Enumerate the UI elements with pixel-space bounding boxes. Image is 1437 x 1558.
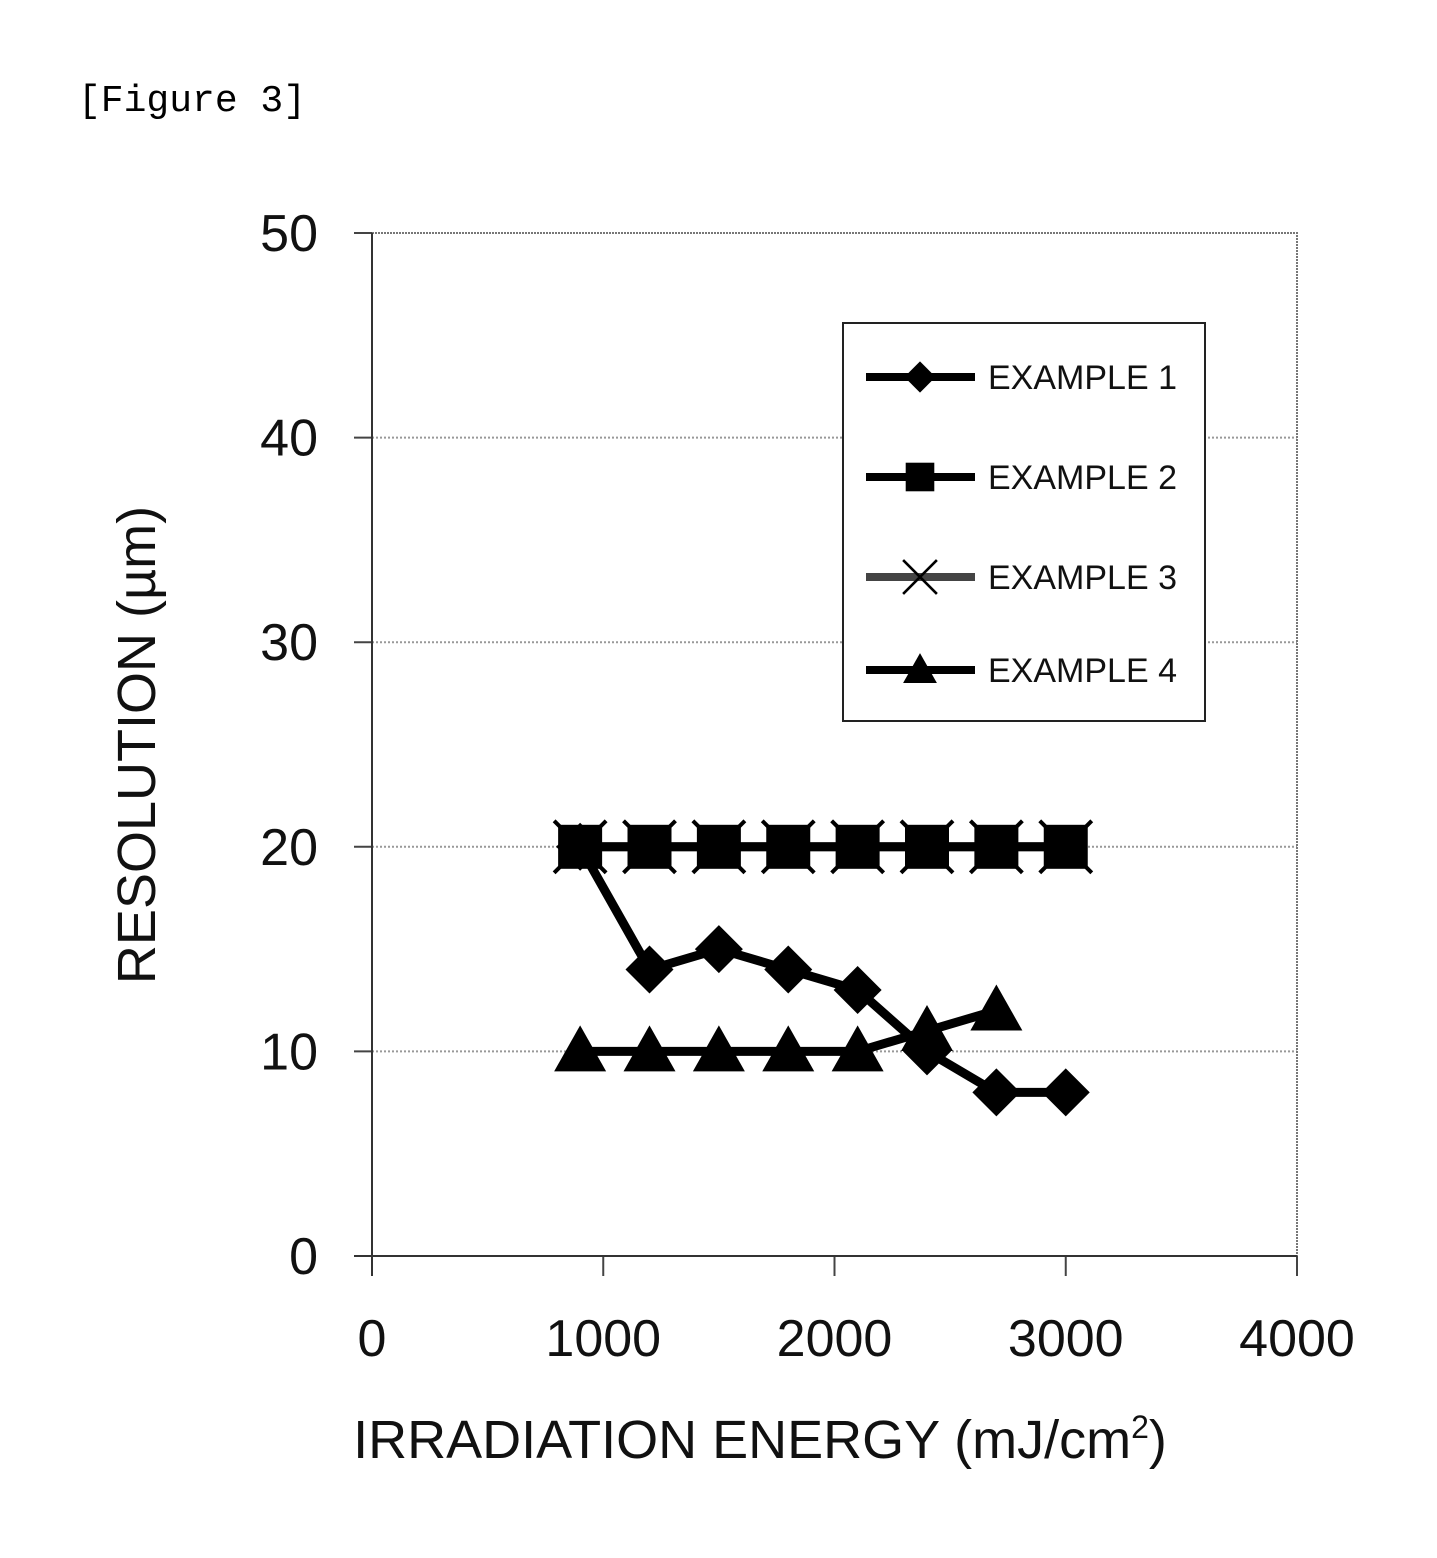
data-point-diamond (556, 822, 605, 871)
series-example-1 (556, 822, 1090, 1117)
y-tick-label: 10 (260, 1023, 318, 1081)
data-point-square (696, 824, 741, 869)
data-point-square (627, 824, 672, 869)
x-axis-title-close: ) (1149, 1410, 1167, 1470)
data-point-triangle (554, 1025, 607, 1072)
data-point-square (766, 824, 811, 869)
legend-marker-x (902, 559, 938, 595)
x-tick-label: 1000 (545, 1310, 661, 1368)
data-point-diamond (625, 945, 674, 994)
series-example-4 (554, 984, 1023, 1072)
y-tick-label: 20 (260, 819, 318, 877)
x-tick-label: 3000 (1008, 1310, 1124, 1368)
legend-label: EXAMPLE 3 (988, 559, 1177, 597)
data-point-triangle (970, 984, 1023, 1031)
data-point-diamond (972, 1068, 1021, 1117)
legend-label: EXAMPLE 4 (988, 652, 1177, 690)
data-point-square (905, 824, 949, 869)
data-point-triangle (831, 1025, 884, 1072)
legend-item: EXAMPLE 4 (866, 652, 1177, 690)
data-point-triangle (692, 1025, 745, 1072)
data-point-triangle (762, 1025, 815, 1072)
tick-labels: 0 10 20 30 40 50 0 1000 2000 3000 4000 (260, 205, 1355, 1368)
data-point-diamond (903, 1027, 951, 1076)
data-point-square (1043, 824, 1088, 869)
legend-label: EXAMPLE 1 (988, 359, 1177, 397)
legend-marker-square (905, 462, 935, 492)
legend-marker-triangle (903, 653, 937, 683)
legend-item: EXAMPLE 1 (866, 359, 1177, 397)
data-point-diamond (764, 945, 813, 994)
legend-marker-diamond (904, 361, 936, 393)
y-tick-label: 50 (260, 205, 318, 263)
x-axis-title: IRRADIATION ENERGY (mJ/cm2) (353, 1409, 1167, 1470)
figure-label: [Figure 3] (78, 80, 307, 123)
y-tick-label: 0 (289, 1228, 318, 1286)
x-axis-title-main: IRRADIATION ENERGY (mJ/cm (353, 1410, 1131, 1470)
y-tick-label: 40 (260, 410, 318, 468)
y-axis-title: RESOLUTION (µm) (107, 506, 167, 984)
legend-item: EXAMPLE 3 (866, 559, 1177, 597)
legend-box (842, 322, 1206, 722)
data-point-diamond (694, 925, 743, 974)
data-point-square (974, 824, 1019, 869)
series-group (552, 819, 1094, 1117)
x-tick-label: 4000 (1239, 1310, 1355, 1368)
x-tick-label: 0 (358, 1310, 387, 1368)
legend-label: EXAMPLE 2 (988, 459, 1177, 497)
x-tick-label: 2000 (777, 1310, 893, 1368)
legend-item: EXAMPLE 2 (866, 459, 1177, 497)
legend: EXAMPLE 1 EXAMPLE 2 EXAMPLE 3 EXAMPLE 4 (842, 322, 1206, 722)
data-point-diamond (1041, 1068, 1090, 1117)
axes (354, 232, 1298, 1276)
y-tick-label: 30 (260, 614, 318, 672)
data-point-square (835, 824, 880, 869)
series-example-2 (558, 824, 1088, 869)
x-axis-title-superscript: 2 (1131, 1409, 1149, 1445)
data-point-triangle (623, 1025, 676, 1072)
data-point-diamond (833, 966, 882, 1015)
